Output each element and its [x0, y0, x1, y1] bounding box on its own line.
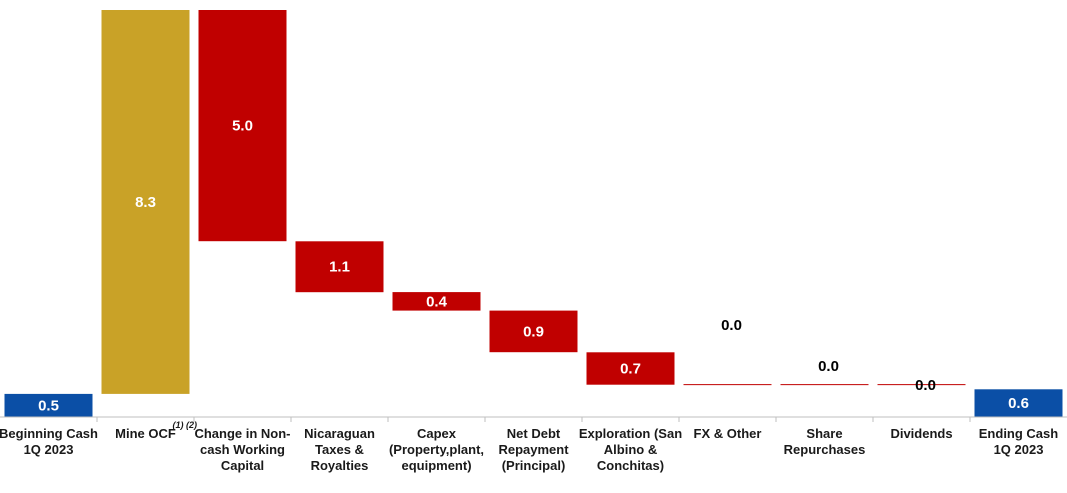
category-footnote-1: (1) (2) [173, 420, 198, 430]
value-label-3: 1.1 [329, 259, 350, 276]
category-label-4: Capex (Property,plant, equipment) [389, 426, 484, 473]
value-label-8: 0.0 [818, 358, 839, 375]
category-label-7: FX & Other [694, 426, 762, 441]
value-label-7: 0.0 [721, 317, 742, 334]
value-label-9: 0.0 [915, 377, 936, 394]
x-axis [0, 416, 1067, 422]
category-label-10: Ending Cash 1Q 2023 [979, 426, 1059, 457]
bar-10 [974, 389, 1063, 418]
category-label-9: Dividends [890, 426, 952, 441]
bar-6 [586, 352, 675, 385]
category-label-3: Nicaraguan Taxes & Royalties [304, 426, 375, 473]
category-label-0: Beginning Cash 1Q 2023 [0, 426, 98, 457]
value-label-4: 0.4 [426, 293, 448, 310]
bar-5 [489, 310, 578, 353]
value-label-1: 8.3 [135, 194, 156, 211]
bar-1 [101, 10, 190, 394]
bar-2 [198, 10, 287, 242]
bar-4 [392, 292, 481, 311]
category-label-5: Net Debt Repayment (Principal) [498, 426, 569, 473]
value-label-2: 5.0 [232, 118, 253, 135]
bars-layer: 0.5 8.3 5.0 1.1 0.4 0.9 0.7 0.0 0.0 0.0 0.6 [4, 10, 1063, 418]
value-label-10: 0.6 [1008, 395, 1029, 412]
value-label-5: 0.9 [523, 323, 544, 340]
value-label-6: 0.7 [620, 360, 641, 377]
category-label-2: Change in Non-cash Working Capital [194, 426, 290, 473]
bar-0 [4, 393, 93, 417]
category-label-6: Exploration (San Albino & Conchitas) [579, 426, 682, 473]
value-label-0: 0.5 [38, 397, 59, 414]
bar-3 [295, 241, 384, 293]
category-label-1: Mine OCF [115, 426, 176, 441]
category-label-8: Share Repurchases [784, 426, 866, 457]
category-labels: Beginning Cash 1Q 2023 Mine OCF(1) (2)Chan… [0, 420, 1058, 473]
